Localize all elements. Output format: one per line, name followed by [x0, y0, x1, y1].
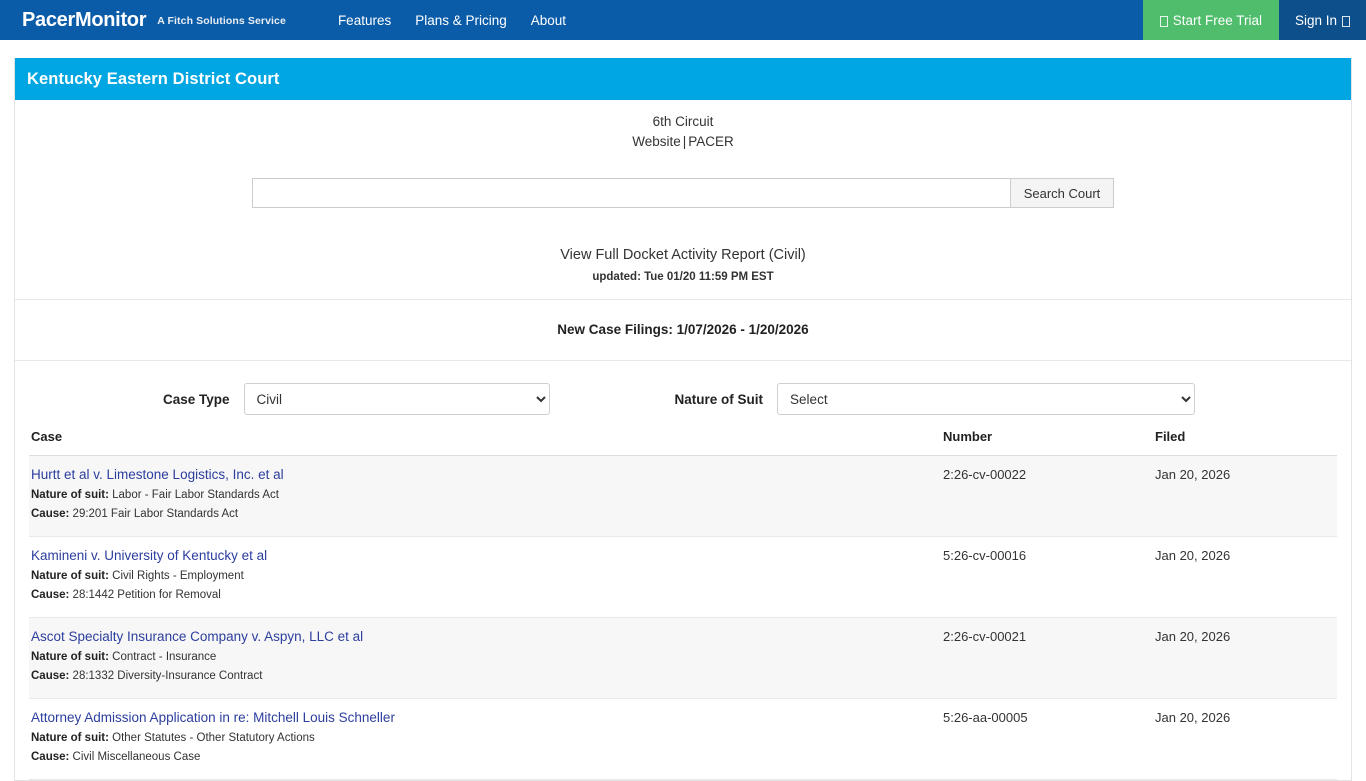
- brand-logo-text[interactable]: PacerMonitor: [22, 9, 147, 31]
- nature-of-suit-meta-label: Nature of suit:: [31, 489, 113, 501]
- circuit-label: 6th Circuit: [652, 114, 714, 129]
- cases-table-header-row: Case Number Filed: [29, 425, 1337, 456]
- case-type-label: Case Type: [163, 391, 230, 407]
- nature-of-suit-filter-group: Nature of Suit Select: [675, 383, 1196, 415]
- cause-meta-value: 29:201 Fair Labor Standards Act: [72, 508, 239, 520]
- cause-line: Cause: 29:201 Fair Labor Standards Act: [31, 505, 941, 524]
- filters-row: Case Type Civil Nature of Suit Select: [15, 361, 1351, 425]
- cell-case: Attorney Admission Application in re: Mi…: [29, 698, 941, 780]
- docket-activity-block: View Full Docket Activity Report (Civil)…: [15, 246, 1351, 283]
- court-external-links: Website | PACER: [15, 132, 1351, 152]
- cause-meta-label: Cause:: [31, 670, 73, 682]
- docket-updated-timestamp: updated: Tue 01/20 11:59 PM EST: [592, 271, 774, 283]
- sign-in-label: Sign In: [1294, 12, 1337, 28]
- cause-meta-value: Civil Miscellaneous Case: [72, 751, 201, 763]
- case-title-link[interactable]: Ascot Specialty Insurance Company v. Asp…: [31, 629, 364, 644]
- cases-table: Case Number Filed Hurtt et al v. Limesto…: [29, 425, 1337, 780]
- court-panel-header: Kentucky Eastern District Court: [15, 58, 1351, 100]
- case-title-link[interactable]: Kamineni v. University of Kentucky et al: [31, 548, 268, 563]
- cell-filed-date: Jan 20, 2026: [1153, 455, 1337, 537]
- case-type-filter-group: Case Type Civil: [163, 383, 550, 415]
- court-panel: Kentucky Eastern District Court 6th Circ…: [14, 58, 1352, 781]
- case-title-link[interactable]: Attorney Admission Application in re: Mi…: [31, 710, 395, 725]
- cell-filed-date: Jan 20, 2026: [1153, 617, 1337, 699]
- nature-of-suit-line: Nature of suit: Contract - Insurance: [31, 648, 941, 667]
- nature-of-suit-meta-value: Other Statutes - Other Statutory Actions: [112, 732, 315, 744]
- cell-case: Ascot Specialty Insurance Company v. Asp…: [29, 617, 941, 699]
- cell-case: Kamineni v. University of Kentucky et al…: [29, 536, 941, 618]
- start-free-trial-label: Start Free Trial: [1172, 12, 1262, 28]
- nature-of-suit-meta-label: Nature of suit:: [31, 651, 113, 663]
- nature-of-suit-line: Nature of suit: Other Statutes - Other S…: [31, 729, 941, 748]
- brand-tagline: A Fitch Solutions Service: [157, 15, 286, 27]
- cause-meta-label: Cause:: [31, 508, 73, 520]
- user-missing-glyph-icon: [1342, 15, 1350, 27]
- cases-table-head: Case Number Filed: [29, 425, 1337, 456]
- cell-filed-date: Jan 20, 2026: [1153, 536, 1337, 618]
- column-header-number[interactable]: Number: [941, 425, 1153, 456]
- table-row: Hurtt et al v. Limestone Logistics, Inc.…: [29, 455, 1337, 537]
- court-search-row: Search Court: [15, 178, 1351, 208]
- nature-of-suit-meta-value: Contract - Insurance: [112, 651, 217, 663]
- nav-right-actions: Start Free Trial Sign In: [1142, 0, 1366, 40]
- cause-meta-label: Cause:: [31, 751, 73, 763]
- nature-of-suit-meta-value: Civil Rights - Employment: [112, 570, 244, 582]
- nature-of-suit-meta-value: Labor - Fair Labor Standards Act: [112, 489, 279, 501]
- table-row: Ascot Specialty Insurance Company v. Asp…: [29, 617, 1337, 699]
- court-info-section: 6th Circuit Website | PACER Search Court V…: [15, 100, 1351, 300]
- sign-in-button[interactable]: Sign In: [1278, 0, 1366, 40]
- cause-meta-value: 28:1332 Diversity-Insurance Contract: [72, 670, 263, 682]
- nature-of-suit-line: Nature of suit: Labor - Fair Labor Stand…: [31, 486, 941, 505]
- pacer-link[interactable]: PACER: [688, 134, 734, 149]
- nature-of-suit-label: Nature of Suit: [674, 391, 764, 407]
- cause-meta-value: 28:1442 Petition for Removal: [72, 589, 221, 601]
- search-court-button[interactable]: Search Court: [1009, 178, 1115, 208]
- cell-filed-date: Jan 20, 2026: [1153, 698, 1337, 780]
- cell-case-number: 5:26-cv-00016: [941, 536, 1153, 618]
- top-navigation-bar: PacerMonitor A Fitch Solutions Service F…: [0, 0, 1366, 40]
- cause-line: Cause: Civil Miscellaneous Case: [31, 748, 941, 767]
- nav-link-plans-pricing[interactable]: Plans & Pricing: [415, 12, 507, 28]
- table-row: Kamineni v. University of Kentucky et al…: [29, 536, 1337, 618]
- new-case-filings-title: New Case Filings: 1/07/2026 - 1/20/2026: [557, 322, 809, 337]
- case-title-link[interactable]: Hurtt et al v. Limestone Logistics, Inc.…: [31, 467, 284, 482]
- nature-of-suit-meta-label: Nature of suit:: [31, 732, 113, 744]
- cause-line: Cause: 28:1332 Diversity-Insurance Contr…: [31, 667, 941, 686]
- nature-of-suit-meta-label: Nature of suit:: [31, 570, 113, 582]
- link-separator: |: [682, 134, 687, 149]
- court-website-link[interactable]: Website: [632, 134, 681, 149]
- table-row: Attorney Admission Application in re: Mi…: [29, 698, 1337, 780]
- new-case-filings-section: New Case Filings: 1/07/2026 - 1/20/2026: [15, 300, 1351, 361]
- cases-table-wrapper: Case Number Filed Hurtt et al v. Limesto…: [15, 425, 1351, 780]
- missing-glyph-icon: [1159, 15, 1168, 27]
- cause-line: Cause: 28:1442 Petition for Removal: [31, 586, 941, 605]
- court-title: Kentucky Eastern District Court: [27, 69, 280, 88]
- nature-of-suit-line: Nature of suit: Civil Rights - Employmen…: [31, 567, 941, 586]
- cell-case-number: 5:26-aa-00005: [941, 698, 1153, 780]
- primary-nav-links: Features Plans & Pricing About: [338, 0, 566, 40]
- search-court-input[interactable]: [251, 178, 1010, 208]
- start-free-trial-button[interactable]: Start Free Trial: [1142, 0, 1279, 40]
- cause-meta-label: Cause:: [31, 589, 73, 601]
- case-type-select[interactable]: Civil: [243, 383, 550, 415]
- brand-area[interactable]: PacerMonitor A Fitch Solutions Service: [0, 0, 286, 40]
- cell-case: Hurtt et al v. Limestone Logistics, Inc.…: [29, 455, 941, 537]
- column-header-filed[interactable]: Filed: [1153, 425, 1337, 456]
- cases-table-body: Hurtt et al v. Limestone Logistics, Inc.…: [29, 455, 1337, 780]
- nav-link-features[interactable]: Features: [337, 12, 392, 28]
- nature-of-suit-select[interactable]: Select: [777, 383, 1196, 415]
- view-full-docket-activity-report-link[interactable]: View Full Docket Activity Report (Civil): [560, 247, 806, 263]
- nav-link-about[interactable]: About: [530, 12, 567, 28]
- cell-case-number: 2:26-cv-00022: [941, 455, 1153, 537]
- column-header-case[interactable]: Case: [29, 425, 941, 456]
- cell-case-number: 2:26-cv-00021: [941, 617, 1153, 699]
